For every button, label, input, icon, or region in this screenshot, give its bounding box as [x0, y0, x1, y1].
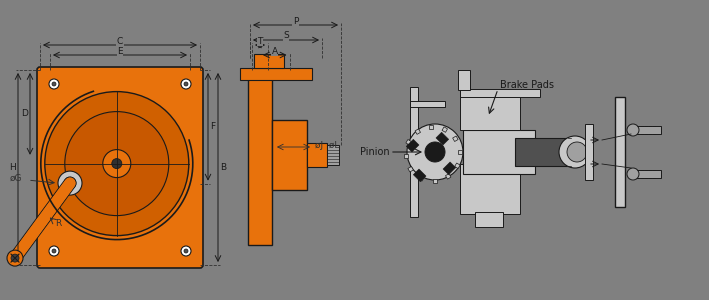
- Text: R: R: [55, 219, 62, 228]
- Bar: [442, 127, 447, 132]
- Bar: [585, 124, 593, 180]
- Bar: [458, 150, 462, 154]
- Circle shape: [627, 168, 639, 180]
- Bar: [458, 70, 470, 90]
- Circle shape: [181, 246, 191, 256]
- Circle shape: [184, 249, 188, 253]
- Text: Brake Pads: Brake Pads: [500, 80, 554, 90]
- Bar: [240, 68, 312, 80]
- Circle shape: [103, 150, 130, 178]
- Bar: [327, 145, 339, 165]
- Text: D: D: [21, 110, 28, 118]
- Bar: [410, 101, 445, 107]
- Circle shape: [425, 142, 445, 162]
- Bar: [406, 140, 411, 145]
- Circle shape: [567, 142, 587, 162]
- Text: H: H: [10, 163, 16, 172]
- Bar: [615, 97, 625, 207]
- Bar: [254, 54, 284, 68]
- Circle shape: [52, 249, 56, 253]
- Text: øG: øG: [9, 174, 22, 183]
- Bar: [408, 167, 413, 172]
- Bar: [248, 70, 272, 245]
- Text: Pinion: Pinion: [360, 147, 390, 157]
- Circle shape: [407, 124, 463, 180]
- Bar: [633, 170, 661, 178]
- Bar: [429, 125, 433, 129]
- Bar: [633, 126, 661, 134]
- Circle shape: [112, 159, 122, 169]
- Bar: [415, 129, 420, 134]
- Bar: [413, 169, 426, 182]
- Text: F: F: [211, 122, 216, 131]
- Circle shape: [184, 82, 188, 86]
- Circle shape: [559, 136, 591, 168]
- Circle shape: [64, 177, 76, 189]
- Bar: [460, 90, 520, 130]
- Bar: [445, 174, 451, 179]
- FancyBboxPatch shape: [37, 67, 203, 268]
- Bar: [436, 132, 449, 145]
- Circle shape: [7, 250, 23, 266]
- Text: S: S: [283, 32, 289, 40]
- Text: P: P: [293, 16, 298, 26]
- Circle shape: [58, 171, 82, 195]
- Bar: [454, 163, 460, 169]
- Bar: [452, 136, 458, 142]
- Bar: [406, 139, 419, 152]
- Bar: [475, 212, 503, 227]
- Circle shape: [67, 181, 72, 186]
- Bar: [460, 164, 520, 214]
- Circle shape: [11, 254, 19, 262]
- Circle shape: [45, 92, 189, 236]
- Circle shape: [52, 82, 56, 86]
- Circle shape: [49, 79, 59, 89]
- Circle shape: [627, 124, 639, 136]
- Bar: [463, 130, 535, 174]
- Text: T: T: [257, 37, 263, 46]
- Bar: [418, 176, 424, 181]
- Circle shape: [181, 79, 191, 89]
- Text: E: E: [117, 46, 123, 56]
- Circle shape: [65, 112, 169, 216]
- Bar: [272, 120, 307, 190]
- Circle shape: [49, 246, 59, 256]
- Text: øJ  øL: øJ øL: [315, 140, 340, 149]
- Bar: [410, 87, 418, 217]
- Bar: [460, 89, 540, 97]
- Text: A: A: [272, 46, 278, 56]
- Text: B: B: [220, 163, 226, 172]
- Text: C: C: [117, 37, 123, 46]
- Bar: [433, 179, 437, 183]
- Bar: [404, 154, 408, 158]
- Bar: [307, 143, 327, 167]
- Bar: [443, 162, 456, 175]
- Bar: [515, 138, 575, 166]
